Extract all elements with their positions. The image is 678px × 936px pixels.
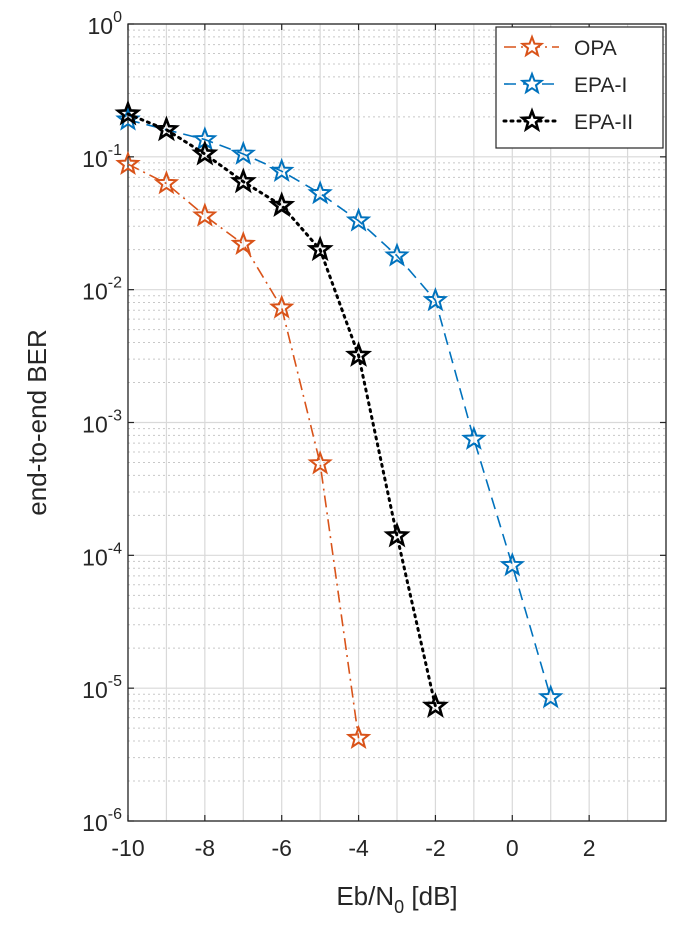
y-tick-exponent: -3 xyxy=(108,408,122,425)
data-point xyxy=(384,242,410,267)
y-tick-base: 10 xyxy=(82,412,108,438)
y-tick-label: 10-1 xyxy=(82,142,122,172)
y-tick-exponent: -4 xyxy=(108,540,122,557)
y-tick-exponent: -6 xyxy=(108,806,122,823)
x-tick-label: -2 xyxy=(425,835,445,861)
data-point xyxy=(307,450,333,475)
legend: OPA EPA-I EPA-II xyxy=(495,26,664,149)
series-line xyxy=(127,119,552,698)
y-tick-label: 10-2 xyxy=(82,275,122,305)
y-tick-base: 10 xyxy=(82,279,108,305)
data-point xyxy=(422,287,449,312)
y-tick-base: 10 xyxy=(82,810,108,836)
data-point xyxy=(306,235,334,262)
legend-item: EPA-I xyxy=(504,71,627,97)
series-epa-ii xyxy=(114,99,449,718)
data-point xyxy=(421,692,449,718)
y-tick-label: 10-3 xyxy=(82,408,122,438)
y-tick-exponent: -2 xyxy=(108,275,122,292)
x-axis-label-subscript: 0 xyxy=(394,897,404,917)
x-axis-label: Eb/N0 [dB] xyxy=(336,881,457,917)
x-axis-label-tail: [dB] xyxy=(404,881,457,911)
x-axis-label-main: Eb/N xyxy=(336,881,394,911)
legend-item: EPA-II xyxy=(502,107,633,134)
legend-marker xyxy=(519,71,545,95)
data-point xyxy=(153,170,180,195)
legend-box xyxy=(495,26,664,149)
y-tick-base: 10 xyxy=(82,544,108,570)
y-tick-label: 10-6 xyxy=(82,806,122,836)
data-point xyxy=(499,552,525,577)
data-point xyxy=(192,202,218,227)
data-point xyxy=(114,99,142,126)
series-opa xyxy=(115,150,372,750)
y-tick-base: 10 xyxy=(82,146,108,172)
y-tick-exponent: -5 xyxy=(108,673,122,690)
y-tick-exponent: -1 xyxy=(108,142,122,159)
data-point xyxy=(345,724,372,750)
data-point xyxy=(269,294,295,319)
data-point xyxy=(230,140,256,165)
data-point xyxy=(461,425,487,450)
x-tick-label: -6 xyxy=(271,835,291,861)
legend-label: OPA xyxy=(574,37,617,60)
series-line xyxy=(127,163,360,739)
series-line xyxy=(126,112,437,708)
legend-marker xyxy=(519,34,545,58)
data-point xyxy=(345,207,372,232)
data-point xyxy=(345,341,373,367)
legend-item: OPA xyxy=(504,34,617,60)
x-tick-label: -10 xyxy=(111,835,144,861)
series-layer xyxy=(114,99,564,750)
legend-label: EPA-I xyxy=(574,74,627,97)
data-point xyxy=(229,167,257,194)
y-tick-label: 10-5 xyxy=(82,673,122,703)
y-tick-label: 100 xyxy=(88,9,123,39)
legend-label: EPA-II xyxy=(574,111,633,134)
data-point xyxy=(115,150,141,176)
data-point xyxy=(152,115,180,142)
x-tick-label: -4 xyxy=(348,835,369,861)
data-point xyxy=(307,180,333,205)
data-point xyxy=(538,684,564,709)
data-point xyxy=(383,521,411,548)
y-tick-base: 10 xyxy=(82,677,108,703)
x-tick-label: 2 xyxy=(583,835,596,861)
x-axis-ticks: -10 -8 -6 -4 -2 0 2 xyxy=(111,24,596,861)
legend-marker xyxy=(518,107,546,133)
x-tick-label: -8 xyxy=(195,835,215,861)
data-point xyxy=(230,230,256,256)
y-tick-exponent: 0 xyxy=(113,9,122,26)
y-tick-label: 10-4 xyxy=(82,540,122,570)
data-point xyxy=(191,139,219,166)
data-point xyxy=(268,191,296,218)
y-tick-base: 10 xyxy=(88,13,114,39)
data-point xyxy=(269,157,295,182)
x-tick-label: 0 xyxy=(506,835,519,861)
y-axis-label: end-to-end BER xyxy=(22,329,52,515)
